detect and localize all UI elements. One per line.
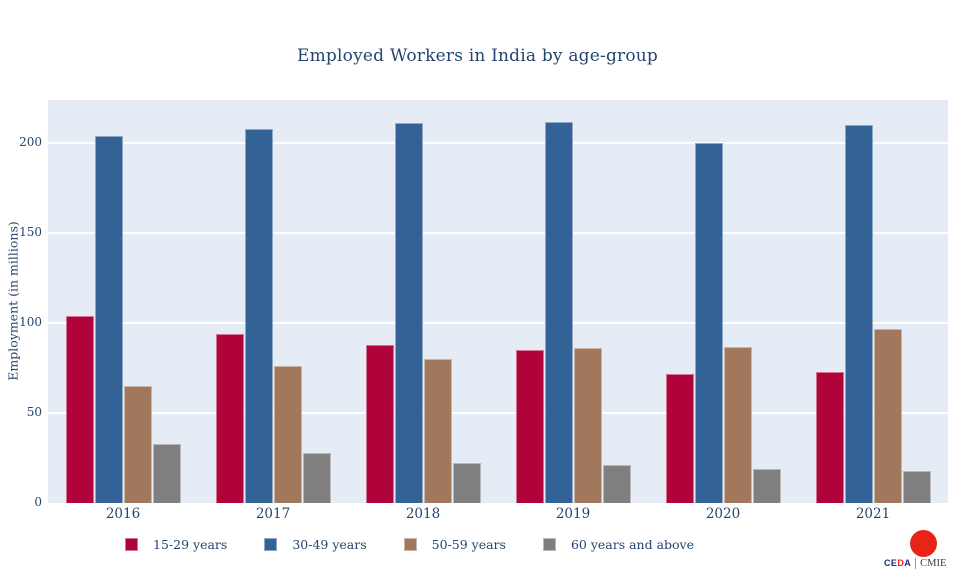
logo-text: CEDA CMIE bbox=[884, 558, 946, 569]
x-tick-label: 2016 bbox=[105, 506, 141, 522]
bar bbox=[515, 350, 544, 503]
y-tick-label: 150 bbox=[19, 225, 42, 240]
bar bbox=[152, 443, 181, 503]
bar bbox=[423, 359, 452, 503]
bar bbox=[273, 366, 302, 503]
chart-title: Employed Workers in India by age-group bbox=[296, 46, 659, 66]
gridline bbox=[48, 412, 948, 415]
logo-red-circle-icon bbox=[910, 530, 937, 557]
bar bbox=[573, 348, 602, 503]
legend-label: 50-59 years bbox=[431, 537, 506, 552]
bar bbox=[365, 344, 394, 503]
legend-item: 50-59 years bbox=[403, 537, 506, 552]
bar bbox=[602, 465, 631, 503]
bar bbox=[752, 468, 781, 503]
bar bbox=[302, 452, 331, 503]
bar bbox=[723, 346, 752, 503]
bar bbox=[815, 371, 844, 503]
gridline bbox=[48, 142, 948, 145]
logo-ceda-text: CEDA bbox=[884, 558, 912, 568]
bar bbox=[665, 373, 694, 503]
legend-item: 60 years and above bbox=[542, 537, 695, 552]
y-axis-title: Employment (in millions) bbox=[5, 221, 21, 381]
legend-swatch-icon bbox=[125, 538, 138, 551]
legend-label: 15-29 years bbox=[153, 537, 228, 552]
y-tick-label: 200 bbox=[19, 135, 42, 150]
bar-group-2021 bbox=[798, 100, 948, 503]
bar-groups bbox=[48, 100, 948, 503]
x-tick-label: 2017 bbox=[255, 506, 291, 522]
y-tick-label: 100 bbox=[19, 315, 42, 330]
x-tick-label: 2018 bbox=[405, 506, 441, 522]
bar bbox=[873, 328, 902, 503]
gridline bbox=[48, 232, 948, 235]
x-tick-label: 2019 bbox=[555, 506, 591, 522]
gridline bbox=[48, 322, 948, 325]
bar-group-2016 bbox=[48, 100, 198, 503]
bar-group-2017 bbox=[198, 100, 348, 503]
bar bbox=[244, 128, 273, 503]
plot-area bbox=[48, 100, 948, 503]
logo-cmie-text: CMIE bbox=[915, 558, 946, 569]
y-tick-label: 50 bbox=[26, 405, 42, 420]
bar bbox=[94, 136, 123, 503]
bar bbox=[544, 121, 573, 503]
bar bbox=[123, 386, 152, 503]
bar-group-2018 bbox=[348, 100, 498, 503]
legend: 15-29 years 30-49 years 50-59 years 60 year… bbox=[125, 537, 694, 552]
legend-swatch-icon bbox=[403, 538, 417, 551]
legend-label: 60 years and above bbox=[570, 537, 695, 552]
bar bbox=[844, 125, 873, 503]
x-tick-label: 2020 bbox=[705, 506, 741, 522]
legend-item: 15-29 years bbox=[125, 537, 227, 552]
x-tick-label: 2021 bbox=[855, 506, 891, 522]
legend-label: 30-49 years bbox=[292, 537, 367, 552]
bar-group-2019 bbox=[498, 100, 648, 503]
y-tick-label: 0 bbox=[34, 495, 42, 509]
x-axis-ticks: 2016 2017 2018 2019 2020 2021 bbox=[48, 506, 948, 522]
bar bbox=[694, 143, 723, 503]
bar bbox=[65, 315, 94, 503]
legend-item: 30-49 years bbox=[264, 537, 367, 552]
ceda-cmie-logo: CEDA CMIE bbox=[880, 528, 950, 570]
legend-swatch-icon bbox=[542, 538, 556, 551]
bar bbox=[902, 470, 931, 503]
bar bbox=[215, 333, 244, 503]
legend-swatch-icon bbox=[264, 538, 278, 551]
bar-group-2020 bbox=[648, 100, 798, 503]
bar bbox=[452, 463, 481, 503]
bar bbox=[394, 123, 423, 503]
